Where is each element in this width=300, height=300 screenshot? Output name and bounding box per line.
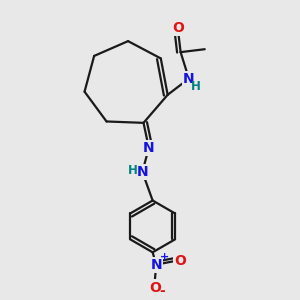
Text: H: H xyxy=(128,164,138,177)
Text: -: - xyxy=(159,284,165,298)
Text: O: O xyxy=(174,254,186,268)
Text: H: H xyxy=(190,80,200,93)
Text: N: N xyxy=(143,141,154,155)
Text: O: O xyxy=(149,280,161,295)
Text: N: N xyxy=(183,72,195,86)
Text: +: + xyxy=(160,252,169,262)
Text: N: N xyxy=(150,258,162,272)
Text: N: N xyxy=(136,165,148,179)
Text: O: O xyxy=(172,21,184,35)
